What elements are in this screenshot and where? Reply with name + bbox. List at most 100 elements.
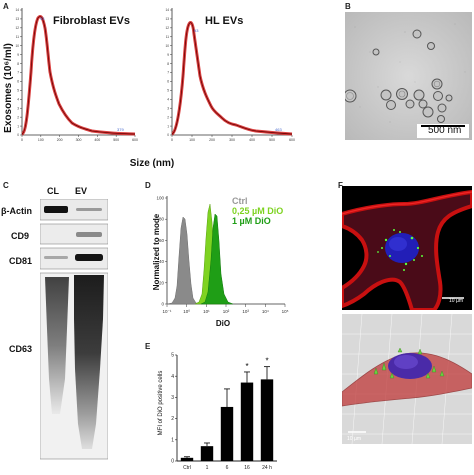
a-ytick-label: 13 <box>165 17 169 21</box>
a-ytick-label: 3 <box>167 106 169 110</box>
blot-beta-actin <box>40 199 108 221</box>
panel-letter-c: C <box>3 181 9 190</box>
a-ytick-label: 6 <box>167 80 169 84</box>
d-xtick-label: 10⁻¹ <box>163 309 172 314</box>
panel-letter-b: B <box>345 2 351 11</box>
a-xtick-label: 300 <box>76 138 82 142</box>
row-label-cd63: CD63 <box>9 344 33 354</box>
a-xtick-label: 200 <box>209 138 215 142</box>
blot-cd81 <box>40 247 108 270</box>
e-significance: * <box>245 362 248 371</box>
a-xtick-label: 0 <box>21 138 23 142</box>
hl-tail-label: 463 <box>275 127 282 132</box>
a-ytick-label: 9 <box>17 53 19 57</box>
a-xtick-label: 300 <box>229 138 235 142</box>
a-ytick-label: 4 <box>17 97 19 101</box>
a-ytick-label: 10 <box>165 44 169 48</box>
a-ytick-label: 6 <box>17 80 19 84</box>
a-ytick-label: 5 <box>17 89 19 93</box>
e-ytick-label: 2 <box>171 416 174 422</box>
d-ytick-label: 0 <box>161 302 164 307</box>
a-ytick-label: 3 <box>17 106 19 110</box>
lane-label-ev: EV <box>75 186 88 196</box>
panel-d-ylabel: Normalized to mode <box>152 213 161 290</box>
a-ytick-label: 10 <box>15 44 19 48</box>
histogram-dio-1um <box>200 213 234 305</box>
hl-title: HL EVs <box>205 15 243 27</box>
a-xtick-label: 400 <box>249 138 255 142</box>
e-bar <box>240 382 254 461</box>
d-ytick-label: 80 <box>159 217 165 222</box>
a-ytick-label: 14 <box>15 8 19 12</box>
e-significance: * <box>265 357 268 366</box>
d-xtick-label: 10² <box>223 309 230 314</box>
e-bar <box>260 379 274 461</box>
cryo-em-image <box>345 12 472 140</box>
panel-a-xlabel: Size (nm) <box>130 158 174 169</box>
e-ytick-label: 5 <box>171 353 174 359</box>
d-ytick-label: 20 <box>159 280 165 285</box>
panel-letter-a: A <box>3 2 9 11</box>
e-xtick-label: 1 <box>206 465 209 471</box>
e-bar <box>180 457 194 461</box>
panel-letter-f: F <box>338 181 343 190</box>
western-blots <box>40 199 108 460</box>
hl-peak-label: 93 <box>194 28 199 33</box>
a-ytick-label: 8 <box>167 62 169 66</box>
a-xtick-label: 500 <box>113 138 119 142</box>
a-ytick-label: 9 <box>167 53 169 57</box>
confocal-image-2d <box>342 186 472 310</box>
a-ytick-label: 2 <box>167 115 169 119</box>
d-xtick-label: 10³ <box>242 309 249 314</box>
a-xtick-label: 100 <box>189 138 195 142</box>
e-xtick-label: 24 h <box>262 465 272 471</box>
row-label-cd9: CD9 <box>11 231 30 241</box>
d-xtick-label: 10⁵ <box>282 309 289 314</box>
a-ytick-label: 13 <box>15 17 19 21</box>
a-ytick-label: 12 <box>165 26 169 30</box>
hl-ev-size-curve <box>171 20 293 136</box>
d-xtick-label: 10¹ <box>203 309 210 314</box>
e-ytick-label: 1 <box>171 437 174 443</box>
e-ytick-label: 0 <box>171 459 174 465</box>
panel-d-flow-histogram: Normalized to mode 0 20 40 60 80 100 10⁻¹ 10⁰ 1… <box>152 196 289 329</box>
cryo-em-scalebar-label: 500 nm <box>428 125 462 136</box>
e-xtick-label: 6 <box>226 465 229 471</box>
a-ytick-label: 0 <box>167 133 169 137</box>
d-xtick-label: 10⁴ <box>262 309 269 314</box>
a-ytick-label: 5 <box>167 89 169 93</box>
a-ytick-label: 7 <box>167 71 169 75</box>
e-bar <box>200 446 214 461</box>
fibroblast-tail-label: 379 <box>117 127 124 132</box>
a-xtick-label: 600 <box>132 138 138 142</box>
a-xtick-label: 400 <box>94 138 100 142</box>
panel-letter-e: E <box>145 342 151 351</box>
a-xtick-label: 0 <box>171 138 173 142</box>
fibroblast-title: Fibroblast EVs <box>53 15 130 27</box>
a-ytick-label: 2 <box>17 115 19 119</box>
blot-cd63 <box>40 272 108 460</box>
legend-ctrl: Ctrl <box>232 196 248 206</box>
e-bar <box>220 406 234 461</box>
blot-cd9 <box>40 223 108 245</box>
a-ytick-label: 1 <box>17 124 19 128</box>
a-xtick-label: 200 <box>57 138 63 142</box>
a-ytick-label: 11 <box>16 35 20 39</box>
lane-label-cl: CL <box>47 186 59 196</box>
panel-e-ylabel: MFI of DiO positive cells <box>158 371 164 436</box>
a-ytick-label: 4 <box>167 97 169 101</box>
e-xtick-label: 16 <box>244 465 250 471</box>
confocal-image-3d <box>342 314 472 444</box>
d-xtick-label: 10⁰ <box>183 309 190 314</box>
a-xtick-label: 100 <box>38 138 44 142</box>
e-xtick-label: Ctrl <box>183 465 191 471</box>
fibroblast-peak-label: 93 <box>40 16 45 21</box>
panel-a-ylabel: Exosomes (10⁶/ml) <box>3 43 14 133</box>
e-ytick-label: 4 <box>171 374 174 380</box>
legend-dio-025: 0,25 µM DiO <box>232 206 283 216</box>
d-ytick-label: 100 <box>156 196 164 201</box>
